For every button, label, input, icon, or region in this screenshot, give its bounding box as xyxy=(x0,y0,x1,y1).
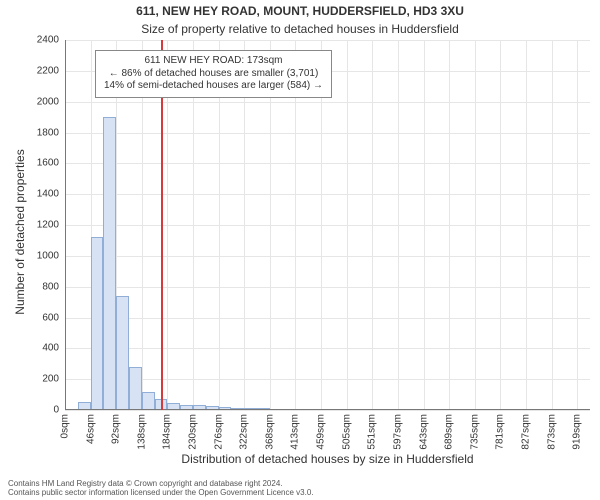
annotation-line: ← 86% of detached houses are smaller (3,… xyxy=(104,68,323,81)
gridline-horizontal xyxy=(65,102,590,103)
histogram-bar xyxy=(116,296,129,410)
footer-attribution: Contains HM Land Registry data © Crown c… xyxy=(8,479,314,498)
x-tick-label: 92sqm xyxy=(111,414,122,444)
y-axis-line xyxy=(65,40,66,410)
gridline-horizontal xyxy=(65,194,590,195)
x-tick-label: 827sqm xyxy=(520,414,531,450)
chart-container: 611, NEW HEY ROAD, MOUNT, HUDDERSFIELD, … xyxy=(0,0,600,500)
histogram-bar xyxy=(91,237,104,410)
x-tick-label: 689sqm xyxy=(444,414,455,450)
footer-line2: Contains public sector information licen… xyxy=(8,488,314,498)
annotation-line: 611 NEW HEY ROAD: 173sqm xyxy=(104,55,323,68)
x-tick-label: 276sqm xyxy=(213,414,224,450)
y-tick-label: 2400 xyxy=(37,35,59,46)
y-tick-label: 0 xyxy=(53,405,59,416)
y-tick-label: 200 xyxy=(42,374,59,385)
histogram-bar xyxy=(129,367,142,410)
gridline-horizontal xyxy=(65,410,590,411)
x-tick-label: 0sqm xyxy=(60,414,71,438)
x-tick-label: 643sqm xyxy=(418,414,429,450)
gridline-horizontal xyxy=(65,40,590,41)
gridline-horizontal xyxy=(65,287,590,288)
y-tick-label: 400 xyxy=(42,343,59,354)
x-tick-label: 873sqm xyxy=(546,414,557,450)
x-tick-label: 459sqm xyxy=(316,414,327,450)
x-tick-label: 138sqm xyxy=(136,414,147,450)
x-tick-label: 919sqm xyxy=(572,414,583,450)
x-tick-label: 781sqm xyxy=(495,414,506,450)
histogram-bar xyxy=(142,392,155,411)
annotation-line: 14% of semi-detached houses are larger (… xyxy=(104,80,323,93)
y-tick-label: 1200 xyxy=(37,220,59,231)
y-tick-label: 800 xyxy=(42,281,59,292)
footer-line1: Contains HM Land Registry data © Crown c… xyxy=(8,479,314,489)
annotation-box: 611 NEW HEY ROAD: 173sqm← 86% of detache… xyxy=(95,50,332,98)
y-tick-label: 600 xyxy=(42,312,59,323)
y-tick-label: 2200 xyxy=(37,65,59,76)
x-axis-line xyxy=(65,409,590,410)
gridline-horizontal xyxy=(65,318,590,319)
x-tick-label: 230sqm xyxy=(188,414,199,450)
x-tick-label: 368sqm xyxy=(264,414,275,450)
x-tick-label: 184sqm xyxy=(162,414,173,450)
gridline-horizontal xyxy=(65,379,590,380)
y-axis-label: Number of detached properties xyxy=(13,102,27,362)
gridline-horizontal xyxy=(65,256,590,257)
x-tick-label: 551sqm xyxy=(367,414,378,450)
gridline-horizontal xyxy=(65,163,590,164)
gridline-horizontal xyxy=(65,348,590,349)
x-tick-label: 322sqm xyxy=(239,414,250,450)
x-tick-label: 505sqm xyxy=(341,414,352,450)
y-tick-label: 1800 xyxy=(37,127,59,138)
gridline-horizontal xyxy=(65,133,590,134)
x-tick-label: 413sqm xyxy=(290,414,301,450)
chart-title-line2: Size of property relative to detached ho… xyxy=(0,22,600,36)
x-tick-label: 597sqm xyxy=(392,414,403,450)
y-tick-label: 2000 xyxy=(37,96,59,107)
x-axis-label: Distribution of detached houses by size … xyxy=(65,452,590,466)
histogram-bar xyxy=(103,117,116,410)
y-tick-label: 1000 xyxy=(37,250,59,261)
gridline-horizontal xyxy=(65,225,590,226)
chart-title-line1: 611, NEW HEY ROAD, MOUNT, HUDDERSFIELD, … xyxy=(0,4,600,18)
plot-area: 0200400600800100012001400160018002000220… xyxy=(65,40,590,410)
y-tick-label: 1600 xyxy=(37,158,59,169)
y-tick-label: 1400 xyxy=(37,189,59,200)
x-tick-label: 735sqm xyxy=(469,414,480,450)
x-tick-label: 46sqm xyxy=(85,414,96,444)
